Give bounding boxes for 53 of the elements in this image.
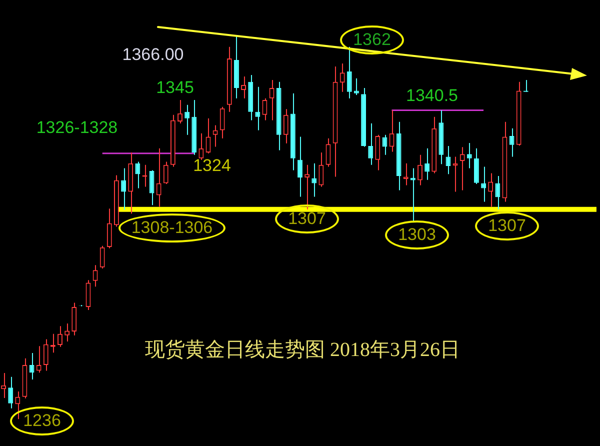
annotation: 1303	[398, 225, 436, 245]
candlestick	[340, 62, 345, 92]
candlestick	[241, 76, 246, 99]
candlestick	[198, 132, 204, 160]
candlestick	[368, 122, 374, 166]
candlestick	[481, 166, 486, 202]
candlestick	[382, 134, 388, 156]
annotation: 1326-1328	[36, 118, 118, 138]
candlestick	[312, 162, 317, 198]
candlestick	[354, 78, 359, 96]
annotation: 1345	[156, 78, 194, 98]
candlestick	[418, 154, 422, 186]
annotation: 1307	[288, 209, 326, 229]
candlestick	[488, 172, 494, 208]
candlestick	[283, 108, 288, 144]
candlestick	[178, 99, 182, 124]
candlestick	[346, 46, 352, 99]
annotation: 1324	[193, 156, 231, 176]
candlestick	[43, 338, 48, 372]
candlestick	[466, 142, 472, 169]
candlestick	[212, 124, 218, 148]
text: 现货黄金日线走势图 2018年3月26日	[145, 338, 460, 363]
candlestick	[8, 376, 14, 409]
candlestick	[424, 148, 430, 180]
candlestick	[15, 390, 20, 420]
annotation: 1307	[488, 216, 526, 236]
candlestick	[156, 148, 162, 208]
candlestick	[72, 302, 77, 336]
candlestick	[318, 152, 324, 188]
candlestick	[495, 175, 500, 210]
candlestick	[298, 136, 302, 198]
candlestick	[375, 134, 380, 171]
candlestick	[106, 208, 112, 249]
annotation: 1362	[353, 30, 391, 50]
candlestick	[255, 86, 260, 131]
annotation: 1340.5	[406, 86, 458, 106]
candlestick	[92, 264, 98, 288]
candlestick	[304, 164, 310, 210]
candlestick	[64, 322, 70, 342]
candlestick	[36, 346, 42, 374]
candlestick	[474, 148, 479, 185]
annotation: 1366.00	[122, 45, 184, 65]
annotation: 1308-1306	[131, 218, 213, 238]
candlestick	[163, 161, 168, 185]
annotation: 1236	[23, 411, 61, 431]
candlestick	[460, 146, 465, 191]
candlestick	[121, 168, 126, 210]
candlestick	[58, 326, 62, 348]
candlestick	[262, 98, 268, 121]
candlestick	[100, 245, 105, 270]
candlestick	[220, 106, 225, 139]
candlestick	[135, 161, 140, 189]
candlestick	[184, 104, 190, 136]
